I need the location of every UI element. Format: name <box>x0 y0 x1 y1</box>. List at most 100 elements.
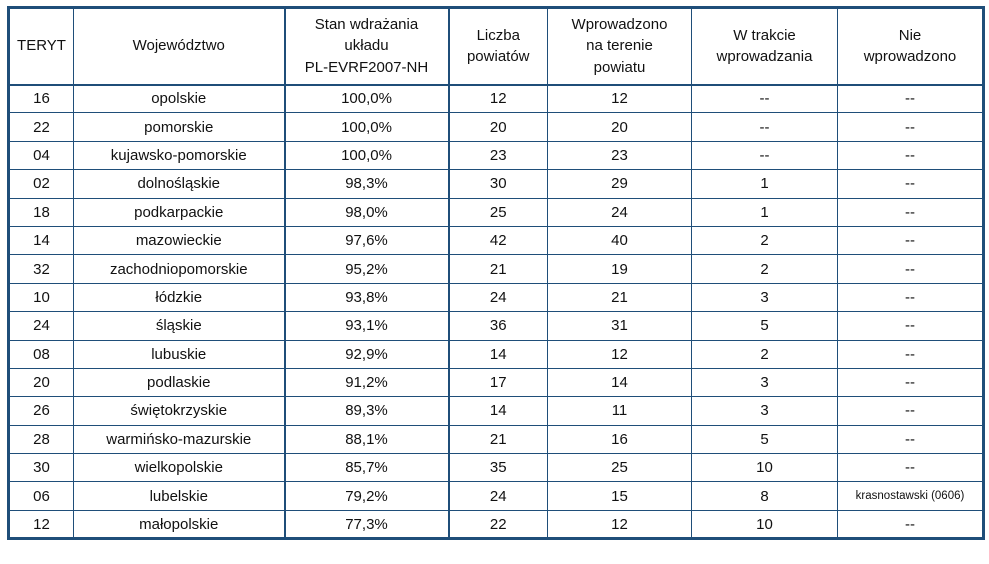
table-row: 28 warmińsko-mazurskie 88,1% 21 16 5 -- <box>8 424 984 455</box>
table-cell-stan_wdrazania: 93,1% <box>283 311 450 341</box>
table-row: 12 małopolskie 77,3% 22 12 10 -- <box>8 509 984 540</box>
voivodeship-status-table: TERYT Województwo Stan wdrażania układu … <box>7 6 985 541</box>
table-cell-w_trakcie: 2 <box>691 225 838 256</box>
table-cell-liczba_powiatow: 12 <box>448 83 548 114</box>
table-row: 10 łódzkie 93,8% 24 21 3 -- <box>8 282 984 313</box>
table-cell-wprowadzono: 12 <box>547 83 692 114</box>
table-cell-stan_wdrazania: 100,0% <box>283 83 450 114</box>
table-row: 06 lubelskie 79,2% 24 15 8 krasnostawski (0606… <box>8 481 984 511</box>
table-cell-nie_wprowadzono: -- <box>837 424 984 455</box>
table-cell-wojewodztwo: kujawsko-pomorskie <box>73 140 285 171</box>
table-cell-wojewodztwo: podlaskie <box>73 367 285 398</box>
table-cell-teryt: 30 <box>8 453 74 483</box>
table-cell-wprowadzono: 20 <box>547 112 692 142</box>
table-cell-wprowadzono: 16 <box>547 424 692 455</box>
table-cell-wprowadzono: 21 <box>547 282 692 313</box>
table-cell-stan_wdrazania: 93,8% <box>283 282 450 313</box>
table-cell-nie_wprowadzono: -- <box>837 282 984 313</box>
table-cell-w_trakcie: -- <box>691 140 838 171</box>
table-cell-w_trakcie: -- <box>691 83 838 114</box>
table-row: 18 podkarpackie 98,0% 25 24 1 -- <box>8 197 984 227</box>
table-cell-liczba_powiatow: 42 <box>448 225 548 256</box>
table-cell-stan_wdrazania: 95,2% <box>283 254 450 284</box>
table-cell-w_trakcie: 2 <box>691 254 838 284</box>
table-cell-w_trakcie: -- <box>691 112 838 142</box>
table-row: 26 świętokrzyskie 89,3% 14 11 3 -- <box>8 396 984 426</box>
table-cell-wojewodztwo: dolnośląskie <box>73 169 285 199</box>
table-row: 22 pomorskie 100,0% 20 20 -- -- <box>8 112 984 142</box>
table-cell-wprowadzono: 25 <box>547 453 692 483</box>
table-cell-teryt: 22 <box>8 112 74 142</box>
table-cell-teryt: 18 <box>8 197 74 227</box>
table-cell-teryt: 08 <box>8 339 74 369</box>
table-cell-stan_wdrazania: 85,7% <box>283 453 450 483</box>
table-cell-wojewodztwo: śląskie <box>73 311 285 341</box>
table-cell-w_trakcie: 1 <box>691 197 838 227</box>
table-cell-wprowadzono: 19 <box>547 254 692 284</box>
table-cell-stan_wdrazania: 91,2% <box>283 367 450 398</box>
table-cell-nie_wprowadzono: -- <box>837 83 984 114</box>
column-header-teryt: TERYT <box>8 7 74 86</box>
table-cell-wprowadzono: 40 <box>547 225 692 256</box>
table-cell-w_trakcie: 2 <box>691 339 838 369</box>
column-header-stan-wdrazania: Stan wdrażania układu PL-EVRF2007-NH <box>283 7 450 86</box>
table-cell-stan_wdrazania: 89,3% <box>283 396 450 426</box>
table-row: 04 kujawsko-pomorskie 100,0% 23 23 -- -- <box>8 140 984 171</box>
table-cell-nie_wprowadzono: -- <box>837 396 984 426</box>
table-cell-wojewodztwo: lubuskie <box>73 339 285 369</box>
table-cell-wojewodztwo: pomorskie <box>73 112 285 142</box>
table-cell-teryt: 12 <box>8 509 74 540</box>
table-cell-liczba_powiatow: 24 <box>448 282 548 313</box>
table-cell-stan_wdrazania: 97,6% <box>283 225 450 256</box>
table-body: 16 opolskie 100,0% 12 12 -- -- 22 pomorskie 100,0… <box>8 83 984 540</box>
table-cell-wojewodztwo: zachodniopomorskie <box>73 254 285 284</box>
table-cell-stan_wdrazania: 100,0% <box>283 112 450 142</box>
table-cell-teryt: 24 <box>8 311 74 341</box>
table-cell-nie_wprowadzono: krasnostawski (0606) <box>837 481 984 511</box>
column-header-nie-wprowadzono: Nie wprowadzono <box>837 7 984 86</box>
table-cell-teryt: 06 <box>8 481 74 511</box>
table-cell-wojewodztwo: świętokrzyskie <box>73 396 285 426</box>
table-cell-wprowadzono: 11 <box>547 396 692 426</box>
table-row: 14 mazowieckie 97,6% 42 40 2 -- <box>8 225 984 256</box>
table-cell-nie_wprowadzono: -- <box>837 367 984 398</box>
table-cell-liczba_powiatow: 14 <box>448 396 548 426</box>
table-cell-nie_wprowadzono: -- <box>837 453 984 483</box>
table-cell-wprowadzono: 31 <box>547 311 692 341</box>
table-row: 02 dolnośląskie 98,3% 30 29 1 -- <box>8 169 984 199</box>
table-cell-w_trakcie: 10 <box>691 453 838 483</box>
table-cell-wojewodztwo: lubelskie <box>73 481 285 511</box>
table-cell-liczba_powiatow: 21 <box>448 424 548 455</box>
table-cell-wprowadzono: 23 <box>547 140 692 171</box>
table-cell-wprowadzono: 12 <box>547 509 692 540</box>
table-cell-stan_wdrazania: 77,3% <box>283 509 450 540</box>
column-header-wojewodztwo: Województwo <box>73 7 285 86</box>
table-cell-wojewodztwo: opolskie <box>73 83 285 114</box>
table-cell-teryt: 10 <box>8 282 74 313</box>
table-cell-w_trakcie: 5 <box>691 311 838 341</box>
table-row: 16 opolskie 100,0% 12 12 -- -- <box>8 83 984 114</box>
table-cell-w_trakcie: 5 <box>691 424 838 455</box>
table-cell-liczba_powiatow: 25 <box>448 197 548 227</box>
table-cell-wprowadzono: 14 <box>547 367 692 398</box>
table-cell-wprowadzono: 24 <box>547 197 692 227</box>
table-cell-wprowadzono: 12 <box>547 339 692 369</box>
table-row: 32 zachodniopomorskie 95,2% 21 19 2 -- <box>8 254 984 284</box>
table-cell-liczba_powiatow: 22 <box>448 509 548 540</box>
table-header-row: TERYT Województwo Stan wdrażania układu … <box>8 7 984 86</box>
table-cell-liczba_powiatow: 24 <box>448 481 548 511</box>
table-cell-stan_wdrazania: 79,2% <box>283 481 450 511</box>
table-row: 08 lubuskie 92,9% 14 12 2 -- <box>8 339 984 369</box>
table-cell-liczba_powiatow: 35 <box>448 453 548 483</box>
table-cell-nie_wprowadzono: -- <box>837 140 984 171</box>
table-cell-w_trakcie: 3 <box>691 282 838 313</box>
column-header-wprowadzono: Wprowadzono na terenie powiatu <box>547 7 692 86</box>
table-cell-wprowadzono: 15 <box>547 481 692 511</box>
table-cell-teryt: 04 <box>8 140 74 171</box>
table-cell-liczba_powiatow: 36 <box>448 311 548 341</box>
table-cell-stan_wdrazania: 88,1% <box>283 424 450 455</box>
table-cell-nie_wprowadzono: -- <box>837 112 984 142</box>
table-cell-liczba_powiatow: 30 <box>448 169 548 199</box>
table-cell-nie_wprowadzono: -- <box>837 254 984 284</box>
